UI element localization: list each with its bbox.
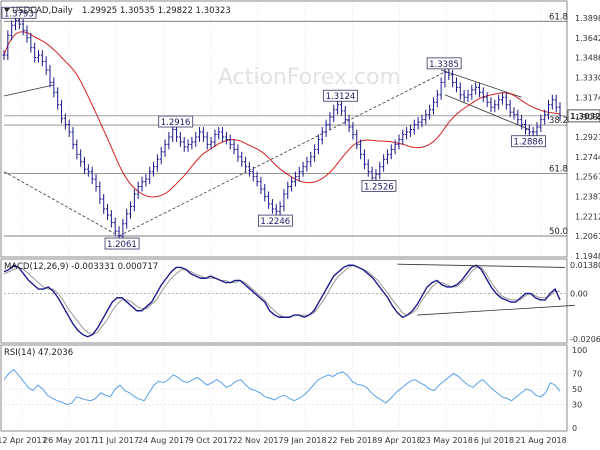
annotation-box [361, 179, 397, 192]
x-tick-label: 23 May 2018 [421, 436, 473, 445]
macd-y-tick-label: 0.013802 [570, 261, 600, 270]
ohlc-label: 1.29925 1.30535 1.29822 1.30323 [82, 6, 231, 16]
annotation-box [158, 115, 194, 128]
annotation-box [323, 89, 359, 102]
annotation-box [104, 237, 140, 250]
x-tick-label: 22 Feb 2018 [327, 436, 377, 445]
x-tick-label: 6 Jul 2018 [474, 436, 514, 445]
chart-header: USDCAD,Daily 1.29925 1.30535 1.29822 1.3… [4, 6, 231, 16]
fib-layer: 61.8 61.8 50.0 38.2 [4, 12, 568, 237]
price-y-tick-label: 1.38980 [575, 14, 600, 23]
annotation-layer: 1.30323 1.3385 1.3124 1.2916 1.2886 1.2526 1.2… [1, 6, 600, 250]
annotation-label: 1.2526 [364, 182, 394, 192]
rsi-y-tick-label: 30 [572, 401, 582, 410]
trendline-layer [3, 69, 530, 237]
price-y-tick-label: 1.30323 [575, 113, 600, 122]
price-y-tick-label: 1.36420 [575, 34, 600, 43]
moving-average-line [3, 31, 561, 198]
price-y-tick-label: 1.27440 [575, 153, 600, 162]
rsi-y-tick-label: 70 [572, 369, 582, 378]
rsi-layer: 100 70 50 30 0 [3, 346, 587, 433]
x-tick-label: 22 Nov 2017 [232, 436, 283, 445]
price-y-tick-label: 1.33300 [575, 74, 600, 83]
x-tick-label: 26 May 2017 [43, 436, 95, 445]
annotation-label: 1.2886 [513, 138, 543, 148]
x-tick-label: 9 Oct 2017 [189, 436, 233, 445]
price-y-tick-label: 1.29270 [575, 133, 600, 142]
trendline-dashed [3, 171, 120, 237]
price-panel-frame [0, 0, 568, 258]
macd-trendline [417, 304, 575, 316]
current-price-box [567, 109, 600, 123]
macd-panel-frame [0, 258, 568, 344]
trendline [444, 94, 530, 130]
x-tick-label: 12 Apr 2017 [0, 436, 47, 445]
rsi-y-tick-label: 50 [572, 385, 582, 394]
rsi-y-tick-label: 100 [572, 346, 587, 355]
trendline [441, 69, 522, 98]
price-y-tick-label: 1.34860 [575, 54, 600, 63]
annotation-box [511, 135, 546, 148]
rsi-y-tick-label: 0 [572, 424, 577, 433]
x-tick-label: 9 Jan 2018 [284, 436, 327, 445]
trendline [3, 84, 54, 97]
price-series-layer [2, 15, 562, 242]
x-tick-label: 21 Aug 2018 [515, 436, 566, 445]
annotation-label: 1.3385 [429, 60, 459, 70]
x-tick-label: 11 Jul 2017 [94, 436, 139, 445]
annotation-label: 1.2246 [260, 217, 290, 227]
annotation-label: 1.2061 [107, 240, 137, 250]
fib-level-label: 38.2 [549, 116, 568, 126]
price-y-tick-label: 1.23870 [575, 193, 600, 202]
moving-average-layer [3, 31, 561, 198]
macd-y-tick-label: -0.020648 [570, 335, 600, 344]
watermark: ActionForex.com [218, 65, 401, 90]
annotation-label: 1.3793 [4, 9, 34, 19]
annotation-box [426, 57, 462, 70]
annotation-label: 1.3124 [326, 92, 356, 102]
x-tick-label: 9 Apr 2018 [377, 436, 421, 445]
macd-title: MACD(12,26,9) -0.003331 0.000717 [4, 262, 158, 272]
price-y-tick-label: 1.31740 [575, 93, 600, 102]
trendline-dashed [118, 71, 446, 237]
price-y-tick-label: 1.25670 [575, 173, 600, 182]
rsi-panel-frame [0, 344, 568, 432]
price-y-tick-label: 1.19480 [575, 252, 600, 261]
x-tick-label: 24 Aug 2017 [138, 436, 189, 445]
rsi-title: RSI(14) 47.2036 [4, 348, 73, 358]
current-price-label: 1.30323 [570, 112, 600, 121]
watermark-layer: ActionForex.com [218, 65, 401, 90]
macd-trendline [397, 263, 565, 268]
macd-line [3, 264, 561, 338]
fib-level-label: 50.0 [549, 227, 568, 237]
dropdown-triangle-icon[interactable] [4, 8, 10, 12]
annotation-label: 1.2916 [161, 118, 191, 128]
symbol-label: USDCAD,Daily [12, 6, 73, 16]
fib-level-label: 61.8 [549, 12, 568, 22]
macd-signal-line [3, 264, 560, 336]
price-y-tick-label: 1.22120 [575, 212, 600, 221]
macd-layer: 0.013802 0.00 -0.020648 [3, 261, 600, 344]
annotation-box [1, 6, 37, 19]
annotation-box [258, 214, 293, 227]
rsi-line [3, 368, 561, 406]
fib-level-label: 61.8 [549, 164, 568, 174]
macd-y-tick-label: 0.00 [570, 289, 588, 298]
